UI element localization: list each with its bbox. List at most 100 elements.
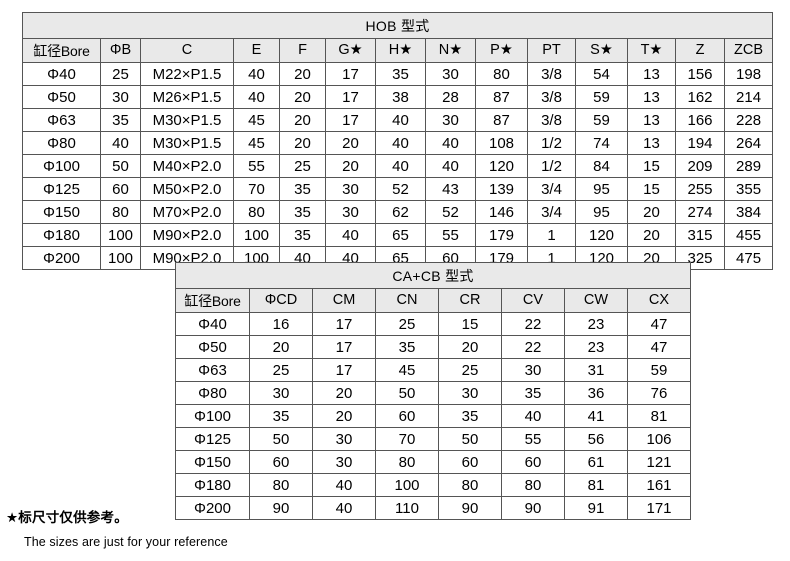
- cell-cx: 161: [627, 473, 691, 497]
- cell-n: 52: [425, 200, 476, 224]
- cell-e: 40: [233, 62, 280, 86]
- cell-phib: 35: [100, 108, 141, 132]
- cell-e: 70: [233, 177, 280, 201]
- cell-e: 45: [233, 108, 280, 132]
- cell-cr: 80: [438, 473, 502, 497]
- cell-bore: Φ100: [175, 404, 250, 428]
- cell-n: 43: [425, 177, 476, 201]
- cell-e: 80: [233, 200, 280, 224]
- table-row: Φ63 35 M30×P1.5 45 20 17 40 30 87 3/8 59…: [22, 108, 774, 132]
- cell-g: 17: [325, 62, 376, 86]
- cell-phib: 40: [100, 131, 141, 155]
- cell-cr: 25: [438, 358, 502, 382]
- cell-zcb: 384: [723, 200, 774, 224]
- hob-col-header-f: F: [279, 38, 326, 63]
- cell-bore: Φ125: [22, 177, 101, 201]
- cell-g: 40: [325, 223, 376, 247]
- cell-t: 13: [627, 131, 676, 155]
- cell-h: 62: [375, 200, 426, 224]
- cell-zcb: 198: [723, 62, 774, 86]
- table-row: Φ125 60 M50×P2.0 70 35 30 52 43 139 3/4 …: [22, 177, 774, 201]
- cell-bore: Φ180: [22, 223, 101, 247]
- cell-c: M70×P2.0: [140, 200, 234, 224]
- cell-g: 20: [325, 131, 376, 155]
- cell-phicd: 16: [249, 312, 313, 336]
- cell-z: 194: [675, 131, 725, 155]
- cell-bore: Φ150: [175, 450, 250, 474]
- cell-z: 315: [675, 223, 725, 247]
- cell-f: 20: [279, 85, 326, 109]
- table-row: Φ150 80 M70×P2.0 80 35 30 62 52 146 3/4 …: [22, 200, 774, 224]
- cell-g: 30: [325, 177, 376, 201]
- cell-n: 30: [425, 62, 476, 86]
- cell-pt: 3/8: [527, 62, 576, 86]
- cell-cv: 35: [501, 381, 565, 405]
- cell-bore: Φ180: [175, 473, 250, 497]
- cell-bore: Φ150: [22, 200, 101, 224]
- cacb-table-body: CA+CB 型式 缸径Bore ΦCD CM CN CR CV CW CX Φ4…: [175, 262, 691, 520]
- cell-t: 13: [627, 85, 676, 109]
- table-row: Φ40 25 M22×P1.5 40 20 17 35 30 80 3/8 54…: [22, 62, 774, 86]
- cell-cn: 25: [375, 312, 439, 336]
- cell-s: 120: [575, 223, 628, 247]
- cell-c: M50×P2.0: [140, 177, 234, 201]
- cell-cv: 40: [501, 404, 565, 428]
- cell-cn: 70: [375, 427, 439, 451]
- cell-bore: Φ63: [175, 358, 250, 382]
- cell-phicd: 25: [249, 358, 313, 382]
- cell-c: M30×P1.5: [140, 108, 234, 132]
- cell-h: 40: [375, 131, 426, 155]
- cell-c: M26×P1.5: [140, 85, 234, 109]
- cell-bore: Φ80: [175, 381, 250, 405]
- cell-cv: 60: [501, 450, 565, 474]
- hob-col-header-z: Z: [675, 38, 725, 63]
- cell-cx: 81: [627, 404, 691, 428]
- cell-phib: 50: [100, 154, 141, 178]
- cell-cw: 23: [564, 312, 628, 336]
- cell-t: 15: [627, 154, 676, 178]
- cell-cr: 20: [438, 335, 502, 359]
- cacb-table-title: CA+CB 型式: [175, 262, 691, 289]
- cell-cw: 91: [564, 496, 628, 520]
- table-row: Φ50 30 M26×P1.5 40 20 17 38 28 87 3/8 59…: [22, 85, 774, 109]
- cell-cw: 31: [564, 358, 628, 382]
- table-row: Φ40 16 17 25 15 22 23 47: [175, 312, 691, 336]
- cell-p: 146: [475, 200, 528, 224]
- hob-col-header-t: T★: [627, 38, 676, 63]
- cell-cw: 23: [564, 335, 628, 359]
- cell-pt: 3/4: [527, 177, 576, 201]
- cacb-col-header-bore: 缸径Bore: [175, 288, 250, 313]
- cell-pt: 3/8: [527, 108, 576, 132]
- cell-cr: 15: [438, 312, 502, 336]
- cell-cr: 35: [438, 404, 502, 428]
- cacb-col-header-cn: CN: [375, 288, 439, 313]
- cell-phib: 100: [100, 246, 141, 270]
- cell-bore: Φ50: [22, 85, 101, 109]
- cell-e: 40: [233, 85, 280, 109]
- cacb-title-row: CA+CB 型式: [175, 262, 691, 289]
- cell-cv: 22: [501, 335, 565, 359]
- cell-zcb: 475: [723, 246, 774, 270]
- table-row: Φ100 35 20 60 35 40 41 81: [175, 404, 691, 428]
- cell-c: M90×P2.0: [140, 223, 234, 247]
- hob-col-header-p: P★: [475, 38, 528, 63]
- cell-z: 166: [675, 108, 725, 132]
- cell-zcb: 455: [723, 223, 774, 247]
- cell-s: 59: [575, 108, 628, 132]
- cell-bore: Φ50: [175, 335, 250, 359]
- cell-t: 15: [627, 177, 676, 201]
- cell-s: 95: [575, 177, 628, 201]
- hob-header-row: 缸径Bore ΦB C E F G★ H★ N★ P★ PT S★ T★ Z Z…: [22, 38, 774, 63]
- hob-col-header-n: N★: [425, 38, 476, 63]
- cell-phicd: 80: [249, 473, 313, 497]
- cell-cm: 20: [312, 381, 376, 405]
- cell-s: 59: [575, 85, 628, 109]
- cell-cn: 45: [375, 358, 439, 382]
- cell-z: 162: [675, 85, 725, 109]
- cell-f: 20: [279, 131, 326, 155]
- cell-e: 55: [233, 154, 280, 178]
- cell-cm: 17: [312, 312, 376, 336]
- cell-cw: 56: [564, 427, 628, 451]
- cell-cm: 30: [312, 450, 376, 474]
- table-row: Φ80 40 M30×P1.5 45 20 20 40 40 108 1/2 7…: [22, 131, 774, 155]
